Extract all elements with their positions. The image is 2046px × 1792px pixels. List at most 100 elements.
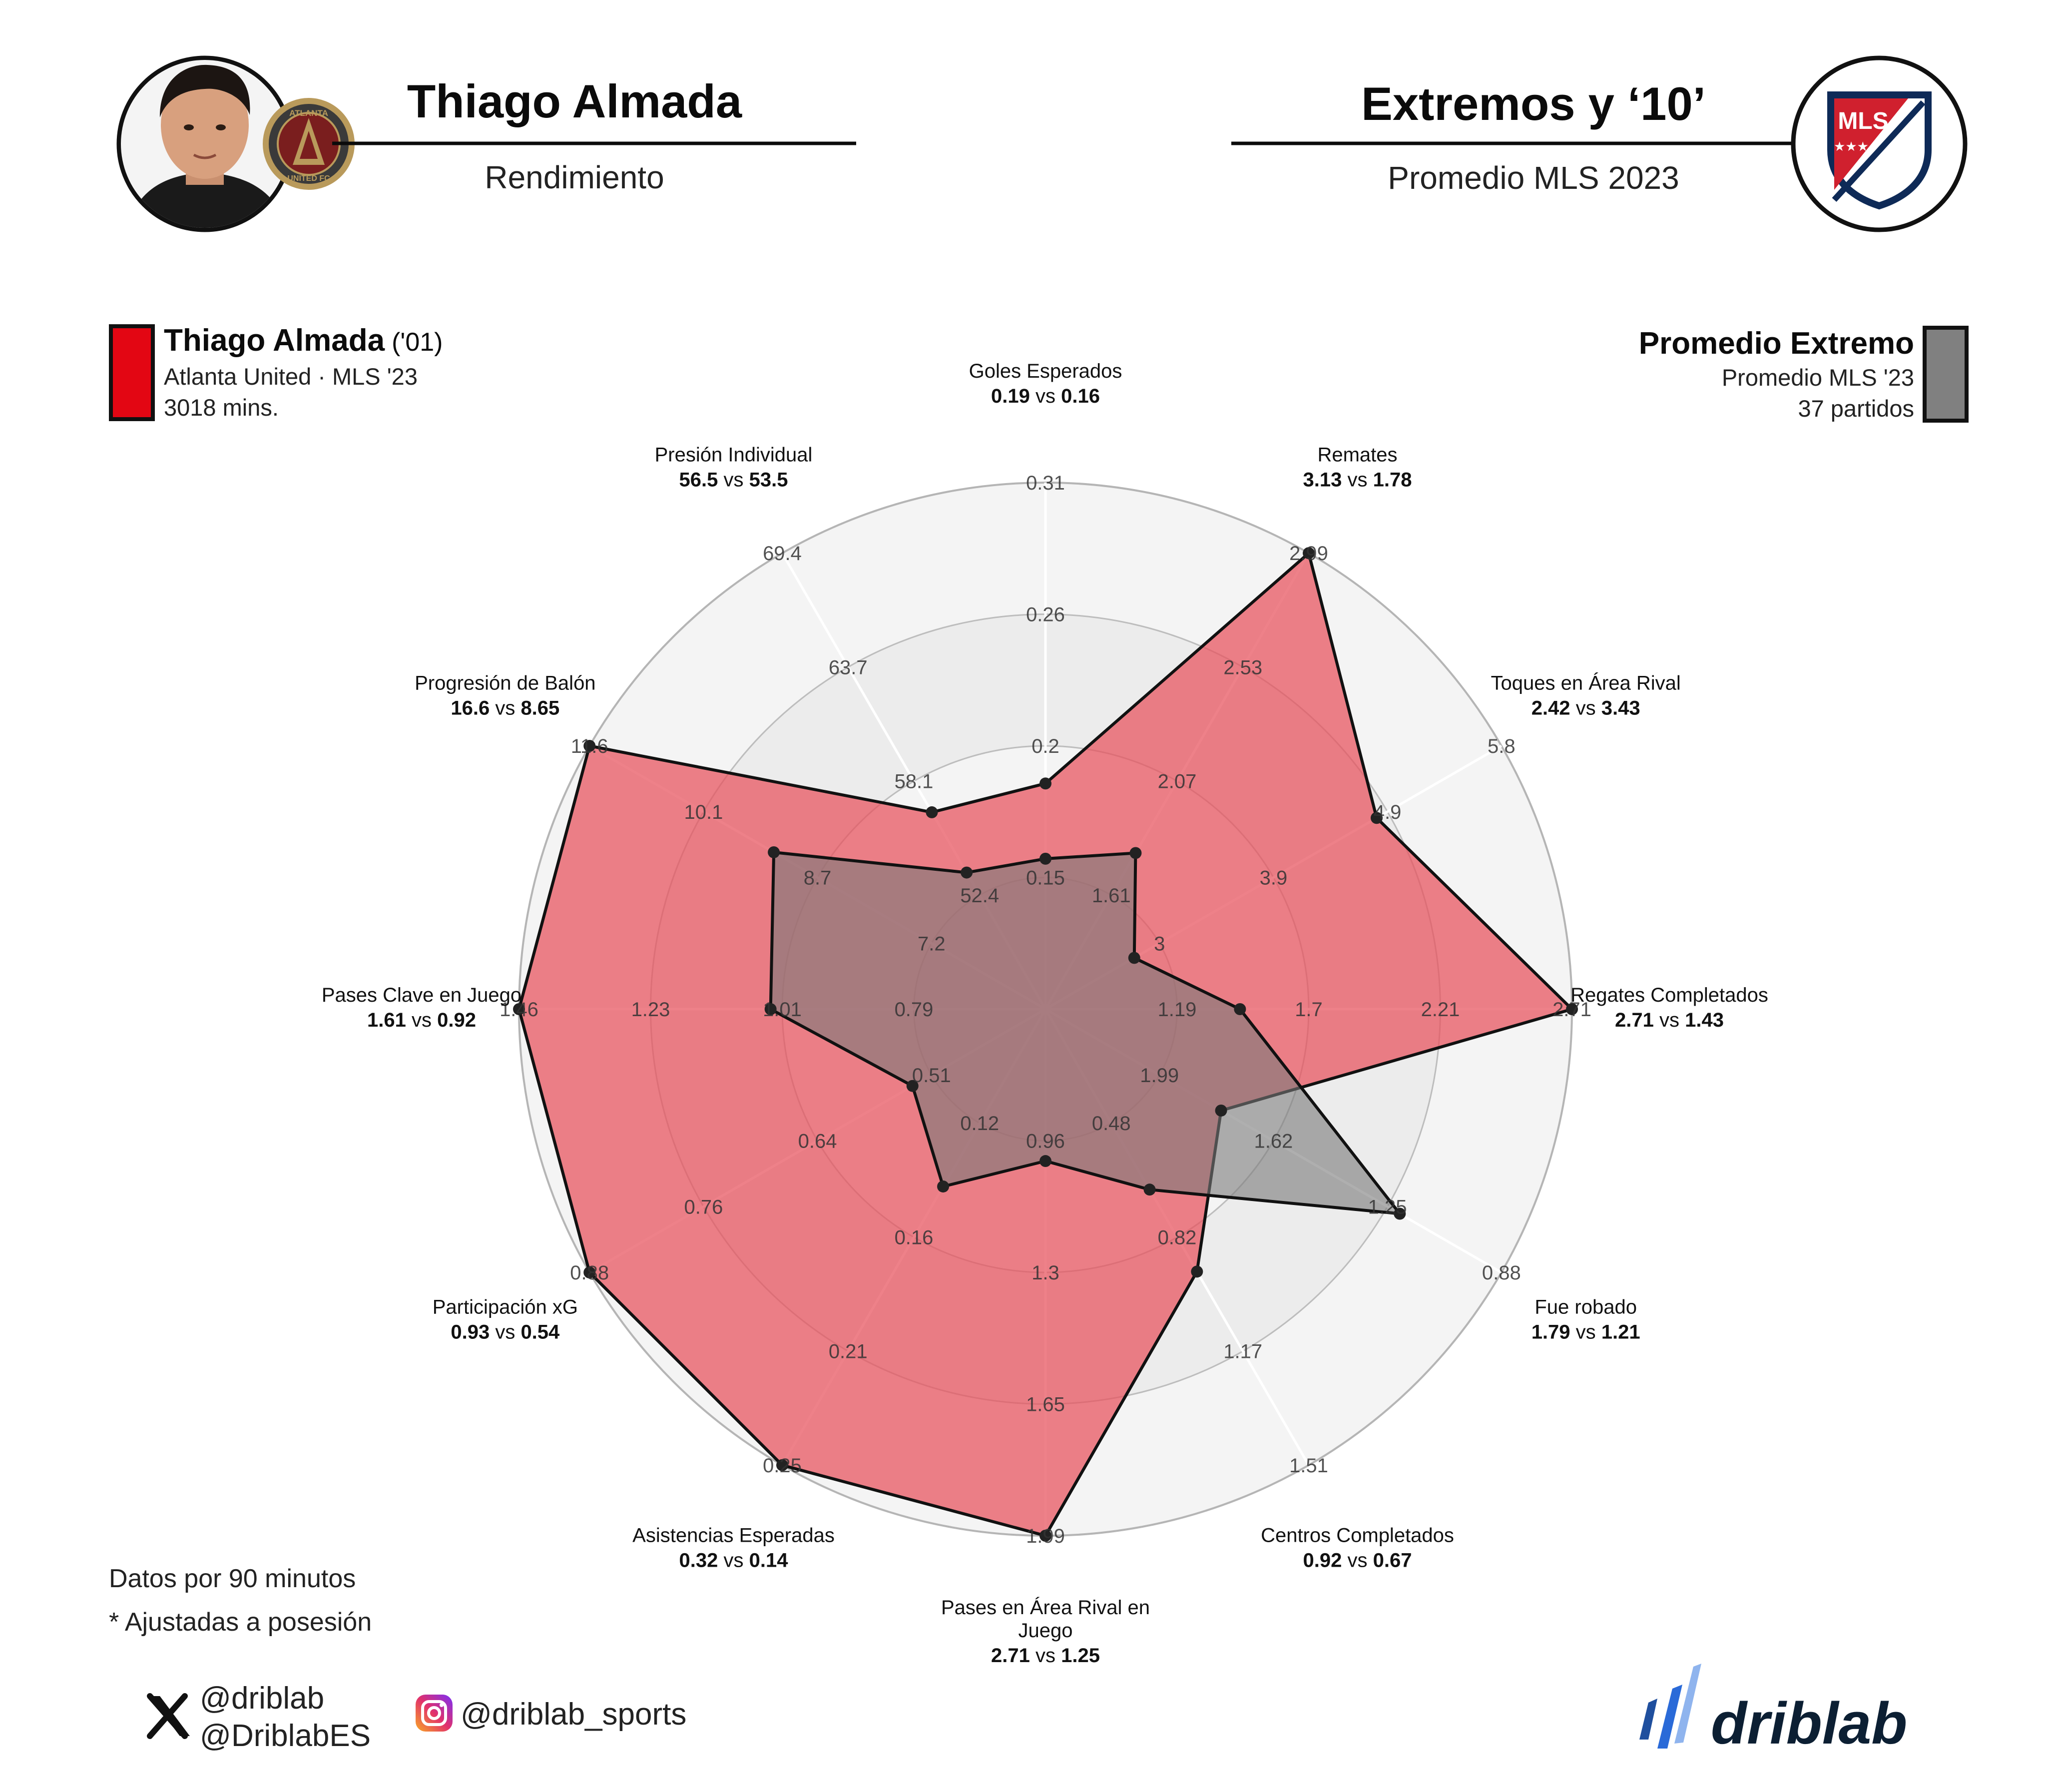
category-label-group: Remates 3.13 vs 1.78 [1303, 444, 1412, 491]
tick-label: 0.76 [684, 1196, 723, 1218]
average-value: 0.16 [1061, 385, 1100, 407]
category-label: Remates [1317, 444, 1397, 466]
average-point [1039, 852, 1051, 865]
category-label: Toques en Área Rival [1491, 672, 1681, 694]
average-point [764, 1003, 777, 1015]
category-label-group: Pases Clave en Juego 1.61 vs 0.92 [322, 984, 521, 1031]
legend-average-line1: Promedio MLS '23 [1722, 364, 1914, 391]
player-subtitle: Rendimiento [485, 159, 664, 195]
tick-label: 0.79 [895, 999, 934, 1021]
tick-label: 0.88 [570, 1262, 609, 1284]
vs-word: vs [1030, 385, 1061, 407]
average-point [1128, 952, 1140, 964]
average-value: 1.21 [1601, 1321, 1640, 1343]
player-point [1191, 1265, 1203, 1278]
category-label: Pases en Área Rival en [941, 1596, 1150, 1619]
average-value: 0.92 [437, 1009, 476, 1031]
tick-label: 0.31 [1026, 472, 1065, 494]
value-label: 0.19 vs 0.16 [991, 385, 1100, 407]
category-label-group: Goles Esperados 0.19 vs 0.16 [969, 360, 1122, 407]
player-value: 2.42 [1532, 697, 1570, 719]
legend-average-line2: 37 partidos [1798, 395, 1914, 422]
category-label: Asistencias Esperadas [632, 1525, 835, 1547]
average-point [961, 866, 973, 879]
value-label: 56.5 vs 53.5 [679, 469, 788, 491]
instagram-icon[interactable] [416, 1695, 453, 1732]
average-point [937, 1180, 950, 1193]
tick-label: 1.51 [1289, 1455, 1328, 1477]
player-value: 16.6 [451, 697, 490, 719]
player-value: 2.71 [1615, 1009, 1654, 1031]
legend-player-name: Thiago Almada [164, 323, 385, 358]
vs-word: vs [490, 1321, 520, 1343]
average-value: 0.67 [1373, 1550, 1412, 1572]
value-label: 0.92 vs 0.67 [1303, 1550, 1412, 1572]
average-value: 8.65 [520, 697, 559, 719]
tick-label: 0.64 [798, 1131, 837, 1153]
driblab-logo-icon [1639, 1664, 1701, 1749]
tick-label: 63.7 [829, 656, 868, 678]
average-value: 0.14 [749, 1550, 789, 1572]
player-point [1039, 1530, 1051, 1542]
vs-word: vs [718, 1550, 749, 1572]
player-value: 0.32 [679, 1550, 718, 1572]
tick-label: 1.3 [1031, 1262, 1059, 1284]
average-point [906, 1080, 919, 1092]
category-label: Presión Individual [655, 444, 813, 466]
tick-label: 1.19 [1158, 999, 1197, 1021]
tick-label: 10.1 [684, 801, 723, 823]
average-point [1234, 1003, 1246, 1015]
league-logo-text: MLS [1838, 108, 1888, 134]
tick-label: 1.65 [1026, 1394, 1065, 1416]
x-handle-secondary[interactable]: @DriblabES [200, 1719, 371, 1753]
club-badge-text-top: ATLANTA [289, 108, 328, 118]
tick-label: 3 [1154, 933, 1165, 955]
comparison-subtitle: Promedio MLS 2023 [1388, 160, 1679, 196]
x-icon[interactable] [147, 1693, 190, 1739]
value-label: 2.71 vs 1.43 [1615, 1009, 1724, 1031]
instagram-handle[interactable]: @driblab_sports [461, 1697, 686, 1732]
vs-word: vs [1654, 1009, 1685, 1031]
category-label: Fue robado [1534, 1296, 1637, 1318]
tick-label: 0.12 [960, 1113, 999, 1135]
category-label-group: Progresión de Balón 16.6 vs 8.65 [415, 672, 595, 719]
value-label: 2.71 vs 1.25 [991, 1645, 1100, 1667]
average-value: 1.78 [1373, 469, 1412, 491]
legend-player-minutes: 3018 mins. [164, 394, 279, 421]
player-value: 0.19 [991, 385, 1030, 407]
tick-label: 11.6 [571, 735, 608, 757]
vs-word: vs [406, 1009, 437, 1031]
x-handle-primary[interactable]: @driblab [200, 1681, 324, 1716]
note-per90: Datos por 90 minutos [109, 1564, 356, 1593]
star-icon: ★★★ [1834, 139, 1869, 154]
tick-label: 3.9 [1260, 867, 1288, 889]
category-label-group: Participación xG 0.93 vs 0.54 [433, 1296, 578, 1343]
tick-label: 0.88 [1482, 1262, 1521, 1284]
player-value: 1.79 [1532, 1321, 1570, 1343]
tick-label: 1.99 [1026, 1525, 1065, 1547]
tick-label: 2.21 [1421, 999, 1460, 1021]
value-label: 0.93 vs 0.54 [451, 1321, 560, 1343]
player-value: 0.93 [451, 1321, 490, 1343]
tick-label: 0.21 [829, 1341, 868, 1363]
player-point [1215, 1104, 1227, 1117]
vs-word: vs [490, 697, 520, 719]
category-label: Centros Completados [1261, 1525, 1454, 1547]
tick-label: 1.17 [1223, 1341, 1262, 1363]
player-point [583, 740, 596, 752]
tick-label: 1.61 [1092, 885, 1131, 907]
vs-word: vs [1342, 469, 1373, 491]
category-label: Pases Clave en Juego [322, 984, 521, 1006]
player-avatar [116, 55, 293, 232]
tick-label: 4.9 [1374, 801, 1402, 823]
average-point [1039, 1155, 1051, 1168]
legend-average-swatch [1923, 326, 1969, 423]
tick-label: 2.71 [1552, 999, 1591, 1021]
category-label: Juego [1019, 1620, 1073, 1642]
average-value: 3.43 [1601, 697, 1640, 719]
vs-word: vs [718, 469, 749, 491]
player-value: 56.5 [679, 469, 718, 491]
tick-label: 1.62 [1254, 1131, 1293, 1153]
tick-label: 0.16 [895, 1226, 934, 1248]
